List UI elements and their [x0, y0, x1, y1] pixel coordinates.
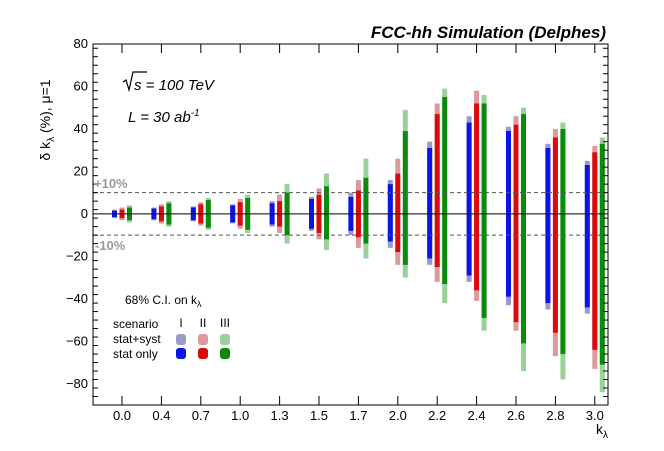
legend-scenario-iii: III — [220, 316, 230, 330]
x-tick-label: 1.3 — [271, 408, 289, 423]
legend: scenario I II III stat+syst stat only — [113, 316, 230, 361]
minus-ten-label: -10% — [95, 238, 126, 253]
x-tick-label: 2.8 — [546, 408, 564, 423]
x-tick-label: 2.6 — [507, 408, 525, 423]
x-tick-label: 2.0 — [389, 408, 407, 423]
x-tick-label: 0.7 — [192, 408, 210, 423]
x-tick-label: 1.7 — [349, 408, 367, 423]
bar-stat-iii-9 — [481, 103, 487, 318]
y-tick-label: 80 — [74, 36, 88, 51]
legend-swatch-stat-iii — [220, 348, 230, 359]
bar-stat-iii-12 — [599, 143, 605, 365]
legend-row-stat-syst: stat+syst — [113, 332, 161, 346]
y-tick-label: 20 — [74, 163, 88, 178]
y-tick-label: 60 — [74, 78, 88, 93]
ci-label: 68% C.I. on kλ — [125, 293, 202, 309]
legend-scenario-label: scenario — [113, 317, 159, 331]
sqrt-s-annotation: s = 100 TeV — [122, 71, 216, 94]
bar-stat-i-8 — [427, 148, 433, 259]
y-tick-label: 0 — [81, 206, 88, 221]
bar-stat-i-7 — [387, 184, 393, 242]
bar-stat-iii-7 — [402, 131, 408, 265]
x-tick-label: 2.4 — [468, 408, 486, 423]
bar-stat-iii-11 — [560, 128, 566, 355]
sqrt-icon — [122, 71, 147, 93]
bar-stat-ii-10 — [513, 124, 519, 323]
x-tick-label: 2.2 — [428, 408, 446, 423]
bar-stat-i-11 — [545, 148, 551, 304]
bar-stat-i-12 — [584, 165, 590, 308]
svg-text:s = 100 TeV: s = 100 TeV — [134, 77, 216, 94]
plot-frame — [92, 43, 609, 406]
bar-stat-ii-8 — [434, 114, 440, 267]
x-tick-label: 1.0 — [231, 408, 249, 423]
x-axis: 0.0 0.4 0.7 1.0 1.3 1.5 1.7 2.0 2.2 2.4 2.6 2.8 3.0 — [113, 44, 604, 423]
legend-swatch-stat-i — [176, 348, 186, 359]
x-tick-label: 0.0 — [113, 408, 131, 423]
bar-stat-iii-6 — [363, 177, 369, 244]
chart-title: FCC-hh Simulation (Delphes) — [371, 23, 607, 42]
legend-swatch-stat-ii — [198, 348, 208, 359]
y-axis-label: δ kλ (%), μ=1 — [37, 79, 57, 160]
bar-stat-iii-5 — [324, 186, 329, 240]
bar-stat-i-9 — [466, 122, 472, 276]
lumi-annotation: L = 30 ab-1 — [128, 108, 200, 126]
legend-swatch-stat-syst-iii — [220, 334, 230, 345]
bar-stat-ii-9 — [474, 103, 480, 291]
y-tick-label: −20 — [66, 248, 88, 263]
y-tick-label: 40 — [74, 121, 88, 136]
x-tick-label: 1.5 — [310, 408, 328, 423]
legend-scenario-ii: II — [200, 316, 207, 330]
x-axis-label: kλ — [596, 421, 608, 441]
x-tick-label: 0.4 — [152, 408, 170, 423]
legend-swatch-stat-syst-ii — [198, 334, 208, 345]
legend-swatch-stat-syst-i — [176, 334, 186, 345]
y-axis: −80 −60 −40 −20 0 20 40 60 80 — [66, 36, 608, 406]
y-tick-label: −40 — [66, 291, 88, 306]
x-tick-label: 3.0 — [586, 408, 604, 423]
y-tick-label: −80 — [66, 376, 88, 391]
bar-stat-ii-12 — [592, 152, 598, 350]
plus-ten-label: +10% — [94, 176, 128, 191]
y-tick-label: −60 — [66, 333, 88, 348]
legend-scenario-i: I — [179, 316, 182, 330]
bar-stat-iii-10 — [521, 114, 526, 344]
bar-stat-ii-7 — [395, 173, 401, 253]
legend-row-stat-only: stat only — [113, 347, 158, 361]
bar-stat-iii-8 — [442, 97, 448, 284]
